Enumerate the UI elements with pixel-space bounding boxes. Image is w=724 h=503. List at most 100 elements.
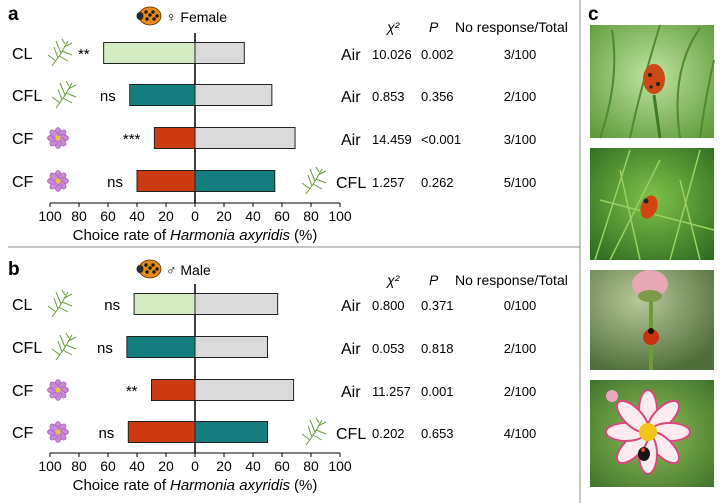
bar-left bbox=[153, 127, 196, 149]
column-header-chi: χ² bbox=[385, 19, 401, 35]
x-tick-label: 60 bbox=[274, 458, 290, 474]
no-response-value: 3/100 bbox=[504, 132, 537, 147]
leaf-stem bbox=[305, 419, 323, 446]
p-value: 0.002 bbox=[421, 47, 454, 62]
p-value: 0.356 bbox=[421, 89, 454, 104]
significance-label: ** bbox=[126, 383, 138, 400]
column-header-p: P bbox=[429, 19, 439, 35]
fennel-leaf-icon bbox=[47, 38, 73, 67]
ladybird-spot bbox=[145, 270, 149, 274]
no-response-value: 5/100 bbox=[504, 175, 537, 190]
no-response-value: 0/100 bbox=[504, 298, 537, 313]
no-response-value: 4/100 bbox=[504, 426, 537, 441]
ladybird-head bbox=[136, 265, 144, 273]
p-value: 0.001 bbox=[421, 384, 454, 399]
cosmos-flower-icon bbox=[47, 170, 69, 192]
significance-label: ns bbox=[104, 297, 120, 314]
chi-square-value: 0.202 bbox=[372, 426, 405, 441]
x-label-unit: (%) bbox=[294, 477, 317, 494]
no-response-value: 2/100 bbox=[504, 384, 537, 399]
photo-ladybird-on-stem bbox=[590, 270, 714, 370]
x-label-species: Harmonia axyridis bbox=[170, 477, 291, 494]
row-label: CF bbox=[12, 383, 34, 400]
comparison-label: CFL bbox=[336, 426, 366, 443]
ladybird-icon bbox=[136, 259, 162, 279]
chi-square-value: 10.026 bbox=[372, 47, 412, 62]
flower-center bbox=[55, 387, 61, 393]
comparison-label: Air bbox=[341, 341, 361, 358]
chi-square-value: 14.459 bbox=[372, 132, 412, 147]
x-tick-label: 80 bbox=[303, 458, 319, 474]
ladybird-spot bbox=[151, 263, 155, 267]
column-header-no-response: No response/Total bbox=[455, 19, 568, 35]
bar-right bbox=[194, 379, 295, 401]
bar-left bbox=[103, 42, 196, 64]
x-tick-label: 100 bbox=[38, 458, 62, 474]
comparison-label: Air bbox=[341, 89, 361, 106]
leaf-fronds bbox=[51, 332, 77, 356]
row-label: CFL bbox=[12, 340, 42, 357]
x-tick-label: 0 bbox=[191, 208, 199, 224]
ladybird-icon bbox=[136, 6, 162, 26]
p-value: <0.001 bbox=[421, 132, 461, 147]
bar-left bbox=[127, 421, 196, 443]
no-response-value: 3/100 bbox=[504, 47, 537, 62]
ladybird-head bbox=[136, 12, 144, 20]
bar-left bbox=[151, 379, 196, 401]
bar-right bbox=[194, 84, 273, 106]
p-value: 0.262 bbox=[421, 175, 454, 190]
leaf-stem bbox=[51, 291, 69, 318]
x-tick-label: 60 bbox=[100, 458, 116, 474]
cosmos-flower-icon bbox=[47, 421, 69, 443]
no-response-value: 2/100 bbox=[504, 89, 537, 104]
ladybird-spot bbox=[155, 267, 159, 271]
x-tick-label: 0 bbox=[191, 458, 199, 474]
cosmos-flower-icon bbox=[47, 127, 69, 149]
x-tick-label: 40 bbox=[129, 208, 145, 224]
p-value: 0.371 bbox=[421, 298, 454, 313]
row-label: CL bbox=[12, 46, 33, 63]
ladybird-spot bbox=[148, 266, 152, 270]
ladybird-spot bbox=[151, 10, 155, 14]
x-axis-label: Choice rate of Harmonia axyridis (%) bbox=[73, 477, 318, 494]
comparison-label: Air bbox=[341, 132, 361, 149]
leaf-fronds bbox=[51, 80, 77, 104]
significance-label: ns bbox=[98, 425, 114, 442]
no-response-value: 2/100 bbox=[504, 341, 537, 356]
chart-panel-male: ♂ Male χ² P No response/Total 100 80 60 40 20 0 20… bbox=[12, 259, 568, 494]
row-label: CF bbox=[12, 174, 34, 191]
column-header-no-response: No response/Total bbox=[455, 272, 568, 288]
fennel-leaf-icon bbox=[51, 80, 77, 109]
bar-left bbox=[133, 293, 196, 315]
x-tick-label: 60 bbox=[100, 208, 116, 224]
ladybird-spot bbox=[152, 270, 156, 274]
leaf-stem bbox=[55, 82, 73, 109]
photo-ladybird-on-grass bbox=[590, 24, 715, 139]
x-label-unit: (%) bbox=[294, 227, 317, 244]
significance-label: *** bbox=[123, 131, 141, 148]
ladybird-spot bbox=[155, 14, 159, 18]
comparison-label: Air bbox=[341, 384, 361, 401]
x-tick-label: 40 bbox=[245, 208, 261, 224]
x-tick-label: 20 bbox=[216, 458, 232, 474]
fennel-leaf-icon bbox=[51, 332, 77, 361]
x-label-prefix: Choice rate of bbox=[73, 477, 167, 494]
ladybird-spot bbox=[145, 17, 149, 21]
leaf-stem bbox=[305, 168, 323, 195]
x-tick-label: 80 bbox=[71, 208, 87, 224]
x-tick-label: 100 bbox=[328, 458, 352, 474]
significance-label: ns bbox=[107, 174, 123, 191]
column-header-p: P bbox=[429, 272, 439, 288]
fennel-leaf-icon bbox=[47, 289, 73, 318]
leaf-fronds bbox=[47, 38, 73, 62]
bar-right bbox=[194, 42, 245, 64]
chi-square-value: 0.800 bbox=[372, 298, 405, 313]
ladybird-spot bbox=[144, 10, 148, 14]
ladybird-spot bbox=[152, 17, 156, 21]
photo-ladybird-on-leaves bbox=[590, 148, 715, 261]
comparison-label: CFL bbox=[336, 175, 366, 192]
x-tick-label: 100 bbox=[38, 208, 62, 224]
column-header-chi: χ² bbox=[385, 272, 401, 288]
ladybird-spot bbox=[144, 263, 148, 267]
